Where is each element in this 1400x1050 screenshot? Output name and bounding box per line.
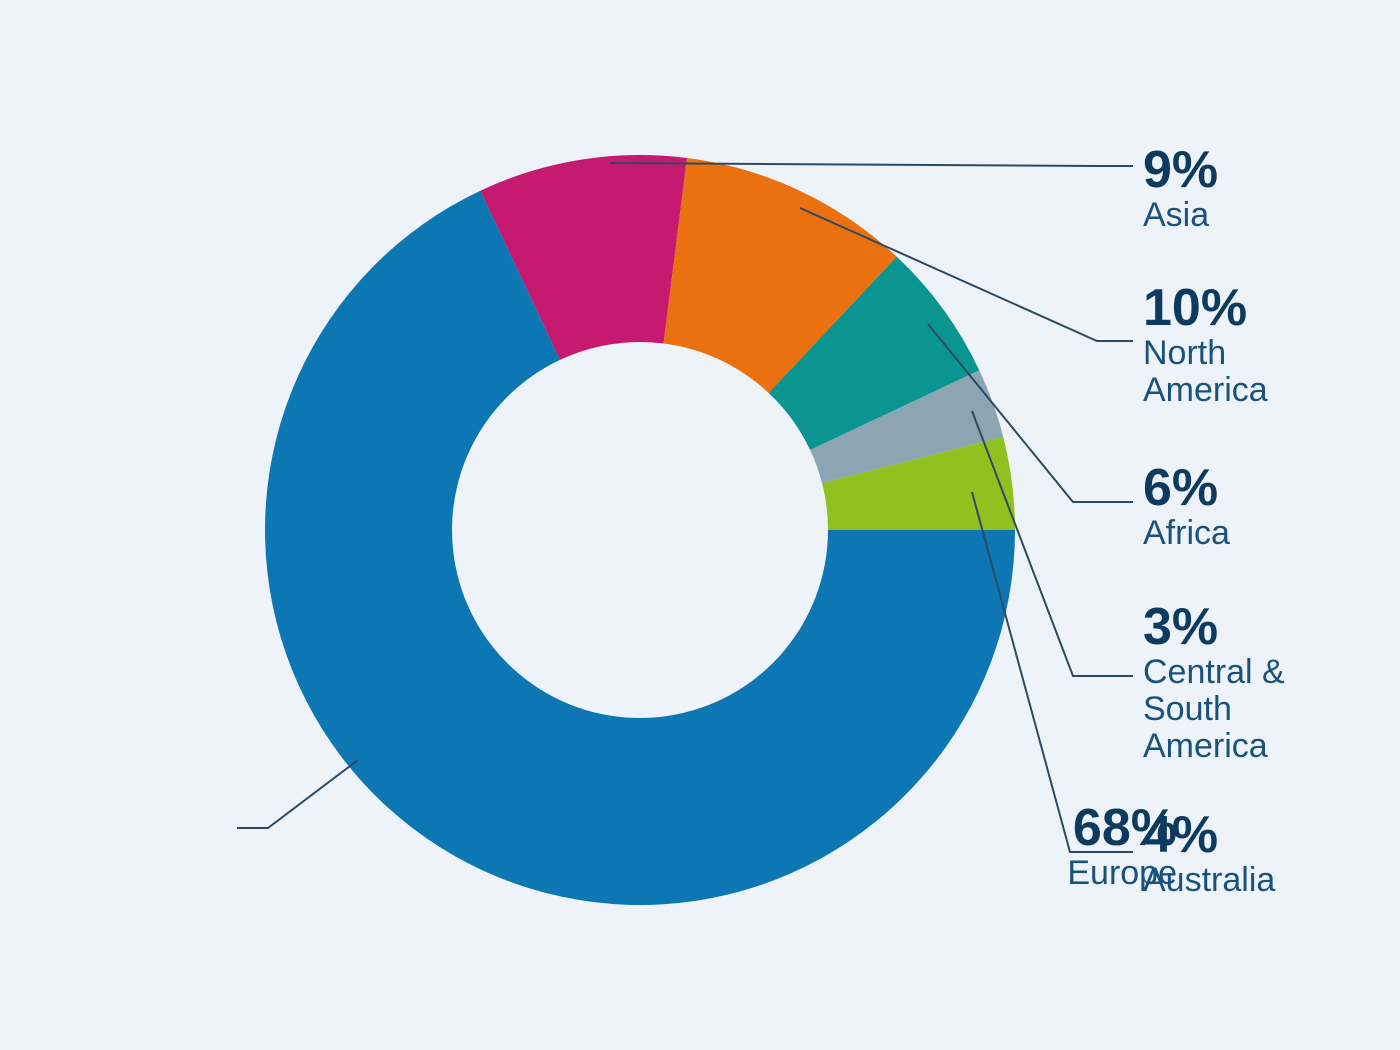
donut-segment-africa <box>768 256 980 450</box>
leader-line-africa <box>927 323 1133 503</box>
leader-line-north-america <box>799 207 1133 342</box>
donut-segment-australia <box>822 436 1015 530</box>
donut-segment-europe <box>265 190 1015 906</box>
donut-slices <box>265 155 1015 906</box>
leader-line-asia <box>609 162 1133 167</box>
leader-line-central-south-america <box>971 410 1133 677</box>
donut-segment-north-america <box>663 157 897 393</box>
leader-line-australia <box>971 491 1133 853</box>
donut-segment-asia <box>480 155 687 360</box>
leader-line-europe <box>237 759 359 829</box>
leader-lines <box>237 162 1133 853</box>
donut-segment-central-south-america <box>810 370 1004 484</box>
